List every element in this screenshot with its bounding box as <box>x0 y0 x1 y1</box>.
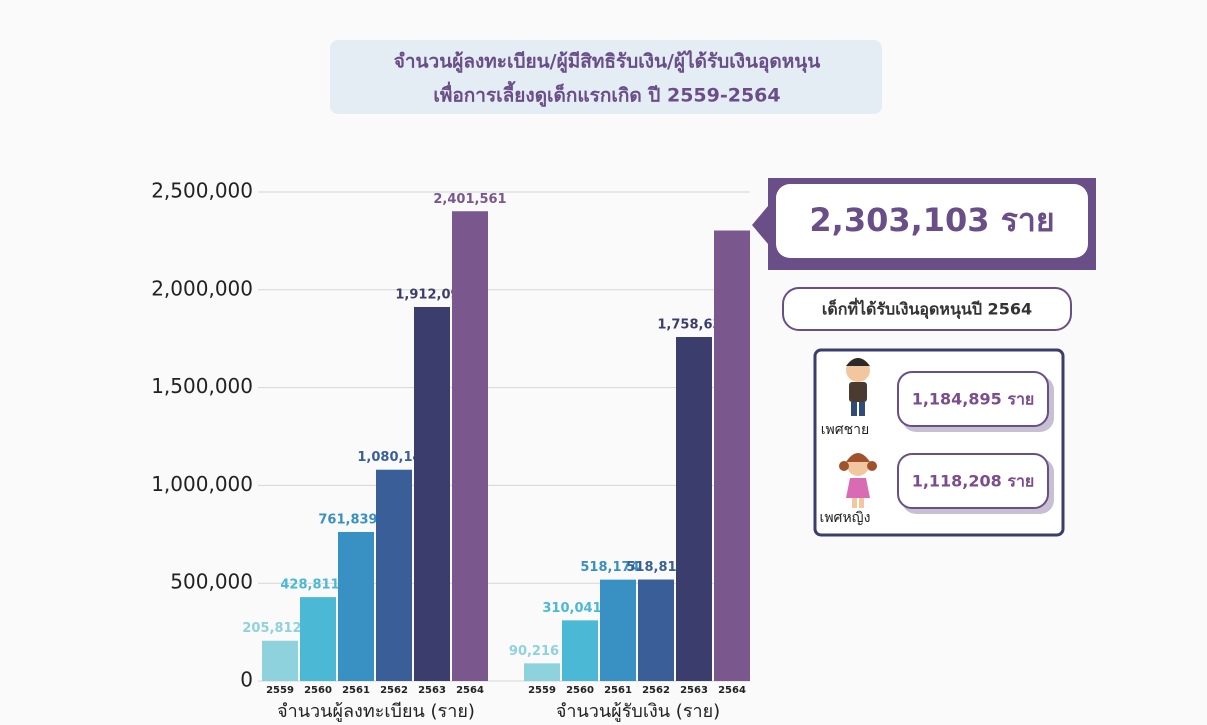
x-category-label: จำนวนผู้รับเงิน (ราย) <box>556 701 720 722</box>
bar <box>300 597 336 681</box>
y-tick-label: 1,500,000 <box>151 374 253 398</box>
x-category-label: จำนวนผู้ลงทะเบียน (ราย) <box>277 701 475 722</box>
bar <box>600 580 636 681</box>
x-series-label: 2564 <box>718 685 746 696</box>
bar <box>676 337 712 681</box>
y-tick-label: 0 <box>240 668 253 692</box>
bar <box>376 470 412 681</box>
bar <box>562 620 598 681</box>
bar <box>414 307 450 681</box>
callout-text: 2,303,103 ราย <box>809 201 1054 239</box>
bar <box>262 641 298 681</box>
value-label: 761,839 <box>318 512 377 527</box>
chart-title: จำนวนผู้ลงทะเบียน/ผู้มีสิทธิรับเงิน/ผู้ไ… <box>394 50 821 74</box>
x-series-label: 2561 <box>604 685 632 696</box>
note-text: เด็กที่ได้รับเงินอุดหนุนปี 2564 <box>822 298 1032 320</box>
bar <box>338 532 374 681</box>
chart: จำนวนผู้ลงทะเบียน/ผู้มีสิทธิรับเงิน/ผู้ไ… <box>0 0 1207 725</box>
y-tick-label: 500,000 <box>170 570 253 594</box>
value-label: 310,041 <box>542 601 601 616</box>
male-label: เพศชาย <box>821 422 869 438</box>
x-series-label: 2563 <box>680 685 708 696</box>
bar <box>638 580 674 681</box>
female-value: 1,118,208 ราย <box>912 472 1035 491</box>
x-series-label: 2559 <box>528 685 556 696</box>
bar <box>452 211 488 681</box>
bar <box>714 231 750 681</box>
x-series-label: 2564 <box>456 685 484 696</box>
bar <box>524 663 560 681</box>
male-value: 1,184,895 ราย <box>912 390 1035 409</box>
female-label: เพศหญิง <box>820 510 871 526</box>
x-series-label: 2562 <box>642 685 670 696</box>
value-label: 428,811 <box>280 578 339 593</box>
x-series-label: 2562 <box>380 685 408 696</box>
x-series-label: 2560 <box>566 685 594 696</box>
value-label: 90,216 <box>509 644 559 659</box>
chart-subtitle: เพื่อการเลี้ยงดูเด็กแรกเกิด ปี 2559-2564 <box>433 81 780 108</box>
x-series-label: 2561 <box>342 685 370 696</box>
value-label: 2,401,561 <box>433 192 506 207</box>
y-tick-label: 2,500,000 <box>151 179 253 203</box>
x-series-label: 2560 <box>304 685 332 696</box>
y-tick-label: 2,000,000 <box>151 276 253 300</box>
x-series-label: 2559 <box>266 685 294 696</box>
y-tick-label: 1,000,000 <box>151 472 253 496</box>
x-series-label: 2563 <box>418 685 446 696</box>
page: จำนวนผู้ลงทะเบียน/ผู้มีสิทธิรับเงิน/ผู้ไ… <box>0 0 1207 725</box>
value-label: 205,812 <box>242 621 301 636</box>
